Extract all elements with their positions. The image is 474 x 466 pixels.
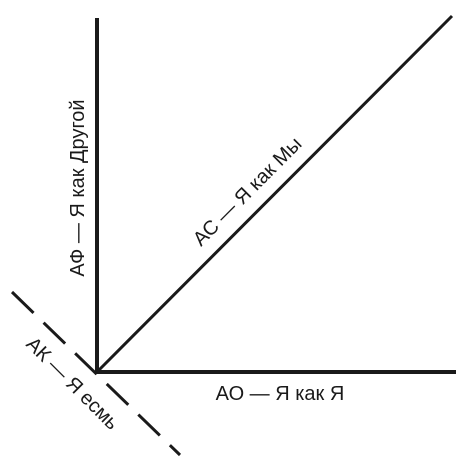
horizontal-axis-label: АО — Я как Я <box>216 383 345 405</box>
dashed-line <box>10 290 182 457</box>
diagonal-label: АС — Я как Мы <box>189 133 306 250</box>
vertical-axis-label: АФ — Я как Другой <box>67 99 89 276</box>
diagonal-line <box>95 14 454 374</box>
